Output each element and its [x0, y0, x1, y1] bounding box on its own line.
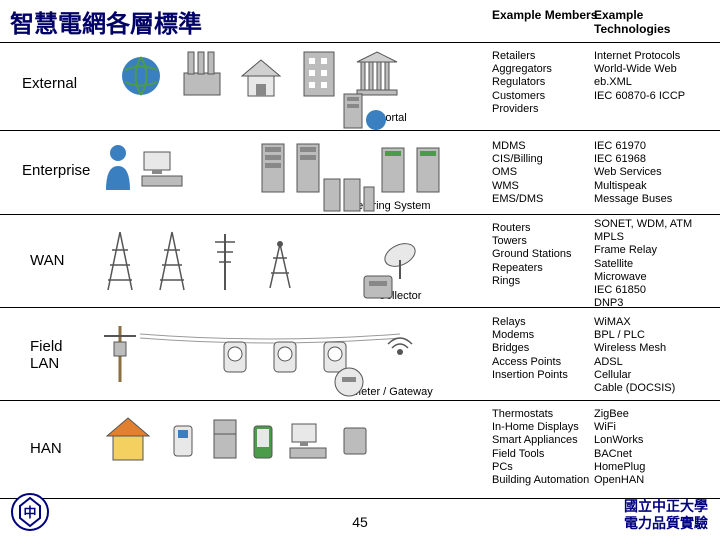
- server-icon-3: [380, 146, 406, 194]
- pylon-icon-2: [152, 230, 192, 292]
- antenna-icon: [210, 230, 240, 292]
- members-han: Thermostats In-Home Displays Smart Appli…: [492, 408, 589, 487]
- person-icon: [100, 142, 136, 192]
- server-icon-1: [260, 142, 286, 194]
- diagram-area: [120, 40, 480, 500]
- members-fieldlan: Relays Modems Bridges Access Points Inse…: [492, 316, 568, 382]
- members-wan: Routers Towers Ground Stations Repeaters…: [492, 222, 572, 288]
- gov-building-icon: [355, 50, 399, 96]
- globe-icon: [120, 55, 162, 97]
- layer-label-enterprise: Enterprise: [22, 162, 90, 179]
- collector-icon: [360, 268, 396, 304]
- techs-external: Internet Protocols World-Wide Web eb.XML…: [594, 50, 685, 103]
- layer-label-fieldlan: Field LAN: [30, 338, 63, 372]
- meter-icon-2: [270, 336, 300, 376]
- cell-tower-icon: [260, 238, 300, 290]
- techs-enterprise: IEC 61970 IEC 61968 Web Services Multisp…: [594, 140, 672, 206]
- uni-line1: 國立中正大學: [624, 498, 708, 515]
- meter-icon-1: [220, 336, 250, 376]
- svg-text:中: 中: [23, 505, 36, 520]
- layer-label-han: HAN: [30, 440, 62, 457]
- members-enterprise: MDMS CIS/Billing OMS WMS EMS/DMS: [492, 140, 543, 206]
- layer-label-external: External: [22, 75, 77, 92]
- metering-system-icon: [320, 175, 376, 215]
- fridge-icon: [210, 418, 240, 460]
- workstation-icon: [140, 148, 184, 188]
- layer-label-wan: WAN: [30, 252, 64, 269]
- members-external: Retailers Aggregators Regulators Custome…: [492, 50, 552, 116]
- portal-server-icon: [340, 92, 392, 132]
- device-icon: [340, 424, 370, 458]
- factory-icon: [180, 48, 224, 98]
- col-head-members: Example Members: [492, 8, 597, 22]
- pylon-icon-1: [100, 230, 140, 292]
- techs-fieldlan: WiMAX BPL / PLC Wireless Mesh ADSL Cellu…: [594, 316, 675, 395]
- pc-icon: [288, 420, 328, 460]
- pda-icon: [250, 424, 276, 460]
- slide: 智慧電網各層標準 Example Members Example Technol…: [0, 0, 720, 540]
- university-logo-icon: 中: [10, 492, 50, 532]
- wireless-icon: [380, 320, 420, 360]
- house-icon: [240, 58, 282, 98]
- techs-han: ZigBee WiFi LonWorks BACnet HomePlug Ope…: [594, 408, 645, 487]
- thermostat-icon: [170, 424, 196, 458]
- col-head-techs: Example Technologies: [594, 8, 720, 36]
- techs-wan: SONET, WDM, ATM MPLS Frame Relay Satelli…: [594, 218, 692, 310]
- server-icon-4: [415, 146, 441, 194]
- uni-line2: 電力品質實驗: [624, 515, 708, 532]
- server-icon-2: [295, 142, 321, 194]
- pole-icon: [100, 322, 140, 384]
- han-house-icon: [105, 416, 151, 462]
- building-icon: [300, 48, 338, 98]
- university-name: 國立中正大學 電力品質實驗: [624, 498, 708, 532]
- page-number: 45: [352, 514, 368, 530]
- slide-title: 智慧電網各層標準: [10, 4, 202, 39]
- gateway-meter-icon: [330, 365, 368, 399]
